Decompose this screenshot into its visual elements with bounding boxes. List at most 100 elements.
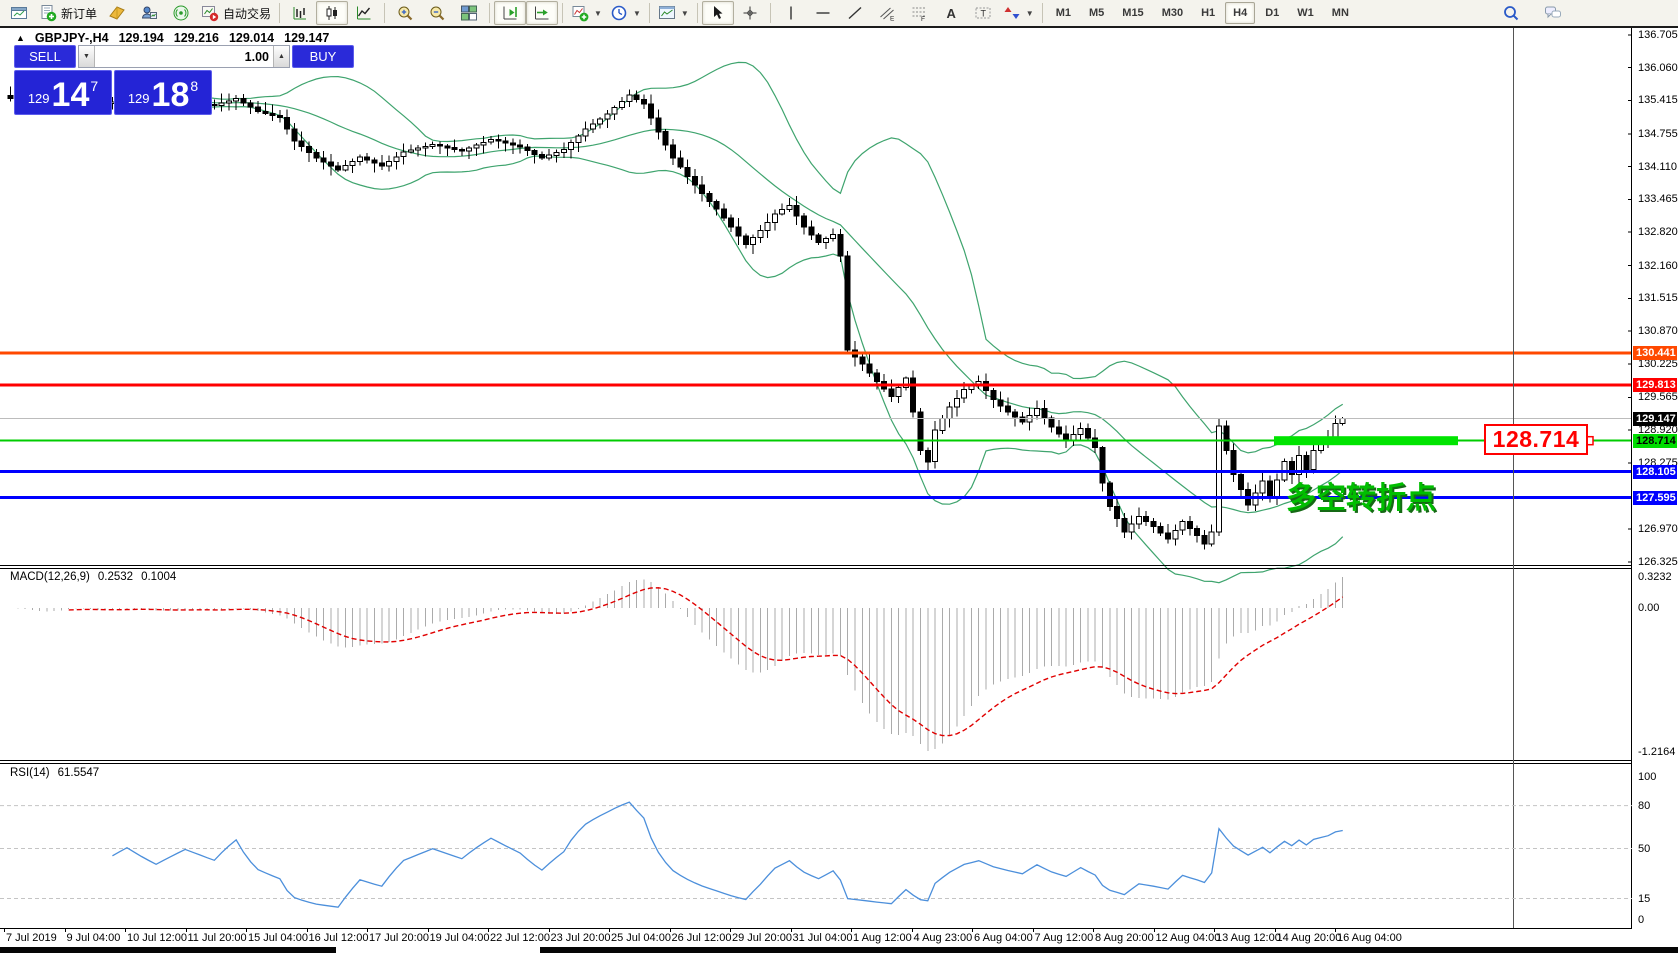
bar-chart-icon <box>291 4 309 22</box>
price-tick-label: 136.705 <box>1638 29 1678 41</box>
tile-windows-button[interactable] <box>453 1 485 25</box>
vertical-line-button[interactable] <box>775 1 807 25</box>
volume-decrease-button[interactable]: ▼ <box>79 46 95 67</box>
bottom-strip-right <box>540 947 1678 953</box>
price-tick-label: 131.515 <box>1638 292 1678 305</box>
price-axis[interactable]: 136.705 136.060 135.415 134.755 134.110 133.4… <box>1633 28 1678 929</box>
time-tick <box>1093 929 1094 932</box>
timeframe-m5-button[interactable]: M5 <box>1089 7 1105 19</box>
text-button[interactable]: A <box>935 1 967 25</box>
templates-button[interactable]: ▼ <box>654 1 693 25</box>
signals-button[interactable] <box>165 1 197 25</box>
community-button[interactable] <box>1537 1 1569 25</box>
macd-tick-label: 0.00 <box>1638 602 1660 614</box>
candlestick-icon <box>323 4 341 22</box>
price-tick-label: 129.565 <box>1638 391 1678 404</box>
timeframe-m15-button[interactable]: M15 <box>1122 7 1144 19</box>
zoom-in-button[interactable] <box>389 1 421 25</box>
price-tick-label: 135.415 <box>1638 94 1678 107</box>
label-icon: T <box>974 4 992 22</box>
timeframe-mn-button[interactable]: MN <box>1331 7 1349 19</box>
timeframe-d1-button[interactable]: D1 <box>1265 7 1280 19</box>
time-tick-label: 16 Jul 12:00 <box>308 932 369 944</box>
level-highlight-bar[interactable] <box>1274 436 1458 446</box>
price-callout-box[interactable]: 128.714 <box>1484 424 1588 455</box>
horizontal-line-button[interactable] <box>807 1 839 25</box>
svg-text:T: T <box>980 9 986 19</box>
time-tick <box>790 929 792 932</box>
toolbar-separator <box>769 3 771 23</box>
search-button[interactable] <box>1495 1 1527 25</box>
volume-increase-button[interactable]: ▲ <box>273 46 289 67</box>
periods-icon <box>610 4 628 22</box>
candlestick-button[interactable] <box>316 1 349 25</box>
price-level-badge: 128.714 <box>1633 433 1677 448</box>
window-menu[interactable] <box>3 1 35 25</box>
periods-button[interactable]: ▼ <box>606 1 645 25</box>
chevron-down-icon: ▼ <box>1025 8 1034 18</box>
timeframe-h1-button[interactable]: H1 <box>1201 7 1216 19</box>
fibonacci-icon: F <box>910 4 928 22</box>
time-tick-label: 7 Jul 2019 <box>6 932 57 944</box>
turning-point-annotation[interactable]: 多空转折点 <box>1286 482 1436 515</box>
macd-tick-label: -1.2164 <box>1638 746 1676 758</box>
volume-input[interactable] <box>95 46 273 67</box>
equidistant-channel-button[interactable]: E <box>871 1 903 25</box>
shapes-icon <box>1003 4 1021 22</box>
bar-chart-button[interactable] <box>284 1 316 25</box>
line-chart-button[interactable] <box>348 1 380 25</box>
buy-button[interactable]: BUY <box>292 45 354 68</box>
publisher-button[interactable] <box>133 1 165 25</box>
time-tick <box>185 929 187 932</box>
tile-windows-icon <box>460 4 478 22</box>
rsi-level-lines <box>0 805 1632 899</box>
price-tick-label: 136.060 <box>1638 61 1678 74</box>
pane-dividers[interactable] <box>0 28 1632 929</box>
window-icon <box>10 4 28 22</box>
timeframe-m30-button[interactable]: M30 <box>1161 7 1184 19</box>
new-order-button[interactable]: 新订单 <box>35 1 101 25</box>
metaeditor-button[interactable] <box>101 1 133 25</box>
auto-scroll-button[interactable] <box>526 1 559 25</box>
time-tick-label: 10 Jul 12:00 <box>127 932 187 944</box>
chart-symbol-header: ▲ GBPJPY-,H4 129.194 129.216 129.014 129… <box>16 31 329 45</box>
trendline-icon <box>846 4 864 22</box>
time-tick-label: 22 Jul 12:00 <box>490 932 550 944</box>
collapse-panel-icon[interactable]: ▲ <box>16 33 25 43</box>
price-level-badge: 129.147 <box>1633 411 1677 426</box>
text-label-button[interactable]: T <box>967 1 999 25</box>
crosshair-button[interactable] <box>734 1 766 25</box>
arrows-button[interactable]: ▼ <box>999 1 1038 25</box>
chart-shift-button[interactable] <box>494 1 527 25</box>
buy-price-box[interactable]: 129 18 8 <box>114 70 212 115</box>
svg-text:F: F <box>921 16 925 22</box>
zoom-out-button[interactable] <box>421 1 453 25</box>
time-tick-label: 17 Jul 20:00 <box>369 932 429 944</box>
time-tick-label: 25 Jul 04:00 <box>611 932 671 944</box>
time-tick <box>246 929 247 932</box>
time-tick-label: 29 Jul 20:00 <box>732 932 792 944</box>
cursor-button[interactable] <box>701 1 734 25</box>
rsi-tick-label: 0 <box>1638 914 1645 926</box>
indicators-button[interactable]: ▼ <box>567 1 606 25</box>
price-tick-label: 134.110 <box>1638 160 1677 173</box>
rsi-value: 61.5547 <box>57 767 100 779</box>
time-tick <box>4 929 5 932</box>
time-tick <box>125 929 126 932</box>
sell-button[interactable]: SELL <box>14 45 76 68</box>
toolbar-separator <box>696 3 698 23</box>
time-tick-label: 6 Aug 04:00 <box>974 932 1033 944</box>
trendline-button[interactable] <box>839 1 871 25</box>
buy-price-prefix: 129 <box>127 91 150 106</box>
autotrading-button[interactable]: 自动交易 <box>197 1 275 25</box>
timeframe-w1-button[interactable]: W1 <box>1297 7 1314 19</box>
timeframe-m1-button[interactable]: M1 <box>1055 7 1071 19</box>
timeframe-h4-button[interactable]: H4 <box>1225 2 1256 24</box>
time-axis[interactable]: 7 Jul 2019 9 Jul 04:00 10 Jul 12:00 11 Jul … <box>0 929 1678 947</box>
bollinger-bands <box>148 61 1344 584</box>
community-icon <box>1544 4 1562 22</box>
sell-price-box[interactable]: 129 14 7 <box>14 70 112 115</box>
fibonacci-button[interactable]: F <box>903 1 935 25</box>
time-tick-label: 26 Jul 12:00 <box>671 932 732 944</box>
autotrading-button-label: 自动交易 <box>223 6 272 21</box>
